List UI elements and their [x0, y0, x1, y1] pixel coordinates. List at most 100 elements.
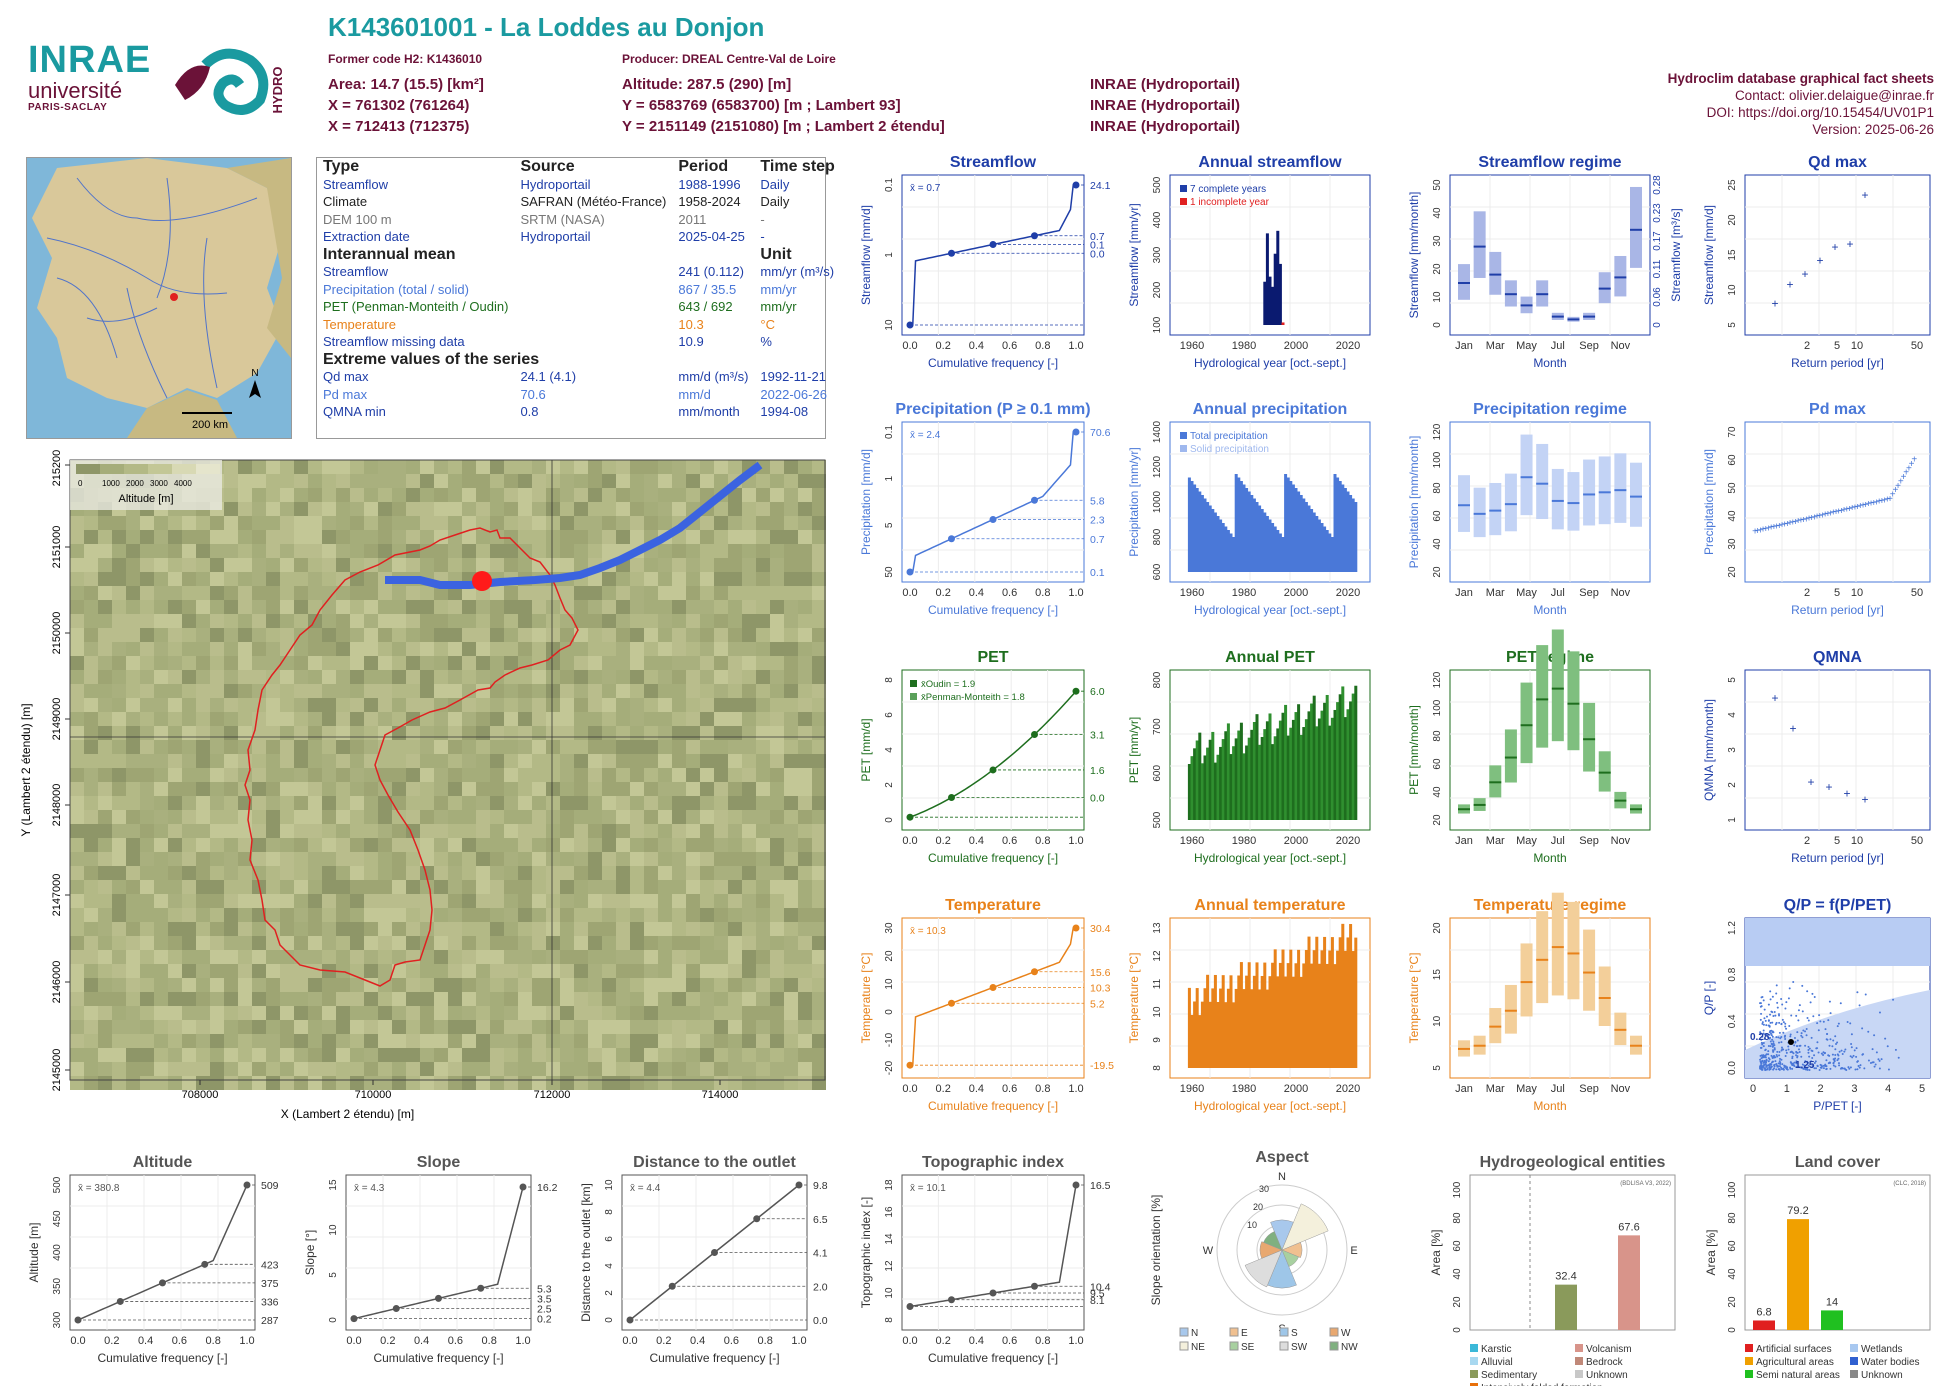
terrain-cell	[420, 460, 434, 474]
topo_cdf-right-tick: 8.1	[1090, 1295, 1105, 1307]
slope_cdf-ytick: 5	[328, 1272, 339, 1278]
terrain-cell	[476, 516, 490, 530]
annual_temp-bar	[1273, 949, 1277, 1068]
annual_temp-bar	[1271, 962, 1275, 1068]
annual_precip-bar	[1271, 523, 1275, 572]
pet_regime-xtick: May	[1516, 835, 1537, 847]
terrain-cell	[616, 488, 630, 502]
qp_ppet-point	[1837, 1054, 1840, 1057]
precip_cdf-ytick: 1	[884, 475, 895, 481]
annual_pet-bar	[1297, 704, 1301, 820]
topo_cdf-xtick: 0.6	[1002, 1335, 1017, 1347]
terrain-cell	[280, 474, 294, 488]
info-cell: mm/d (m³/s)	[678, 369, 749, 384]
annual_pet-bar	[1250, 729, 1254, 820]
qp_ppet-point	[1769, 1021, 1772, 1024]
landcover-legend-swatch	[1745, 1344, 1753, 1352]
qp_ppet-point	[1837, 1057, 1840, 1060]
terrain-cell	[770, 558, 784, 572]
qp_ppet-point	[1785, 1001, 1788, 1004]
info-cell: 241 (0.112)	[678, 264, 744, 279]
annual_precip-bar	[1299, 495, 1303, 572]
qp_ppet-point	[1782, 1031, 1785, 1034]
terrain-cell	[224, 516, 238, 530]
annual_precip-bar	[1307, 505, 1311, 572]
terrain-cell	[70, 558, 84, 572]
terrain-cell	[70, 572, 84, 586]
topo_cdf-ytick: 18	[884, 1179, 895, 1191]
qp_ppet-point	[1790, 1062, 1793, 1065]
qp_ppet-point	[1797, 1048, 1800, 1051]
annual_pet-bar	[1200, 763, 1204, 820]
pet_cdf-ytick: 4	[884, 747, 895, 753]
terrain-cell	[602, 460, 616, 474]
info-cell: Source	[520, 158, 575, 175]
terrain-cell	[224, 502, 238, 516]
qp_ppet-point	[1765, 1053, 1768, 1056]
pet_regime-ytick: 40	[1432, 786, 1443, 798]
qp_ppet-point	[1793, 1044, 1796, 1047]
qp_ppet-point	[1807, 1051, 1810, 1054]
doi-link[interactable]: DOI: https://doi.org/10.15454/UV01P1	[1706, 105, 1934, 120]
hydrogeol-ytick: 60	[1452, 1240, 1463, 1252]
annual_precip-bar	[1338, 481, 1342, 572]
precip_cdf-right-tick: 5.8	[1090, 495, 1105, 507]
terrain-cell	[462, 502, 476, 516]
terrain-cell	[322, 544, 336, 558]
annual_pet-bar	[1312, 695, 1316, 820]
qmna-ytick: 2	[1727, 782, 1738, 788]
annual_streamflow-bar	[1281, 322, 1285, 325]
qp_ppet-point	[1813, 1054, 1816, 1057]
qp_ppet-point	[1817, 1029, 1820, 1032]
terrain-cell	[756, 530, 770, 544]
info-cell: °C	[760, 316, 776, 332]
annual_temp-bar	[1242, 989, 1246, 1068]
terrain-cell	[518, 558, 532, 572]
pet_cdf-legend-swatch	[910, 693, 917, 700]
annual_streamflow-ylabel: Streamflow [mm/yr]	[1127, 203, 1141, 306]
terrain-cell	[364, 502, 378, 516]
annual_temp-bar	[1195, 988, 1199, 1068]
qp_ppet-point	[1764, 1019, 1767, 1022]
info-cell: mm/month	[678, 404, 740, 419]
info-cell: -	[760, 229, 765, 244]
terrain-cell	[672, 558, 686, 572]
annual_precip-bar	[1245, 488, 1249, 572]
annual_pet-bar	[1265, 721, 1269, 820]
qp_ppet-point	[1823, 1052, 1826, 1055]
streamflow_regime-ytick: 30	[1432, 235, 1443, 247]
terrain-cell	[686, 544, 700, 558]
qp_ppet-point	[1774, 1014, 1777, 1017]
terrain-cell	[84, 530, 98, 544]
info-cell: Daily	[760, 194, 790, 209]
terrain-cell	[574, 474, 588, 488]
terrain-cell	[308, 460, 322, 474]
annual_temp-bar	[1193, 1001, 1197, 1068]
annual_precip-bar	[1346, 491, 1350, 572]
temp_cdf-title: Temperature	[945, 897, 1041, 914]
annual_precip-ytick: 600	[1152, 563, 1163, 580]
landcover-legend-swatch	[1745, 1370, 1753, 1378]
temp_cdf-ytick: 10	[884, 978, 895, 990]
annual_temp-ytick: 10	[1152, 1006, 1163, 1018]
annual_temp-bar	[1336, 950, 1340, 1068]
terrain-cell	[574, 530, 588, 544]
streamflow_regime-right-tick: 0.06	[1652, 287, 1663, 307]
qp_ppet-point	[1827, 1019, 1830, 1022]
pd_max-xlabel: Return period [yr]	[1791, 603, 1884, 617]
terrain-cell	[448, 488, 462, 502]
terrain-cell	[182, 516, 196, 530]
info-cell: mm/yr (m³/s)	[760, 264, 835, 279]
pet_cdf-ytick: 6	[884, 712, 895, 718]
topo_cdf-chart: Topographic index Cumulative frequency [-…	[859, 1154, 1111, 1365]
terrain-cell	[70, 516, 84, 530]
qmna-ytick: 3	[1727, 747, 1738, 753]
temp_regime-xtick: Jul	[1551, 1083, 1565, 1095]
terrain-cell	[98, 558, 112, 572]
info-cell: 1994-08	[760, 404, 809, 419]
qp_ppet-point	[1762, 999, 1765, 1002]
qp_ppet-point	[1759, 1002, 1762, 1005]
info-row: DEM 100 m SRTM (NASA) 2011 -	[317, 211, 841, 229]
